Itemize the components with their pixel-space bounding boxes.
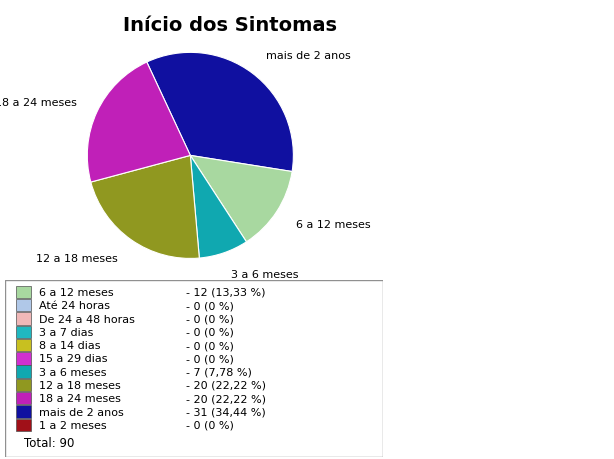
Wedge shape bbox=[190, 156, 292, 242]
Text: - 20 (22,22 %): - 20 (22,22 %) bbox=[186, 380, 266, 390]
FancyBboxPatch shape bbox=[5, 280, 383, 457]
Bar bbox=[16, 353, 31, 365]
Text: 18 a 24 meses: 18 a 24 meses bbox=[39, 393, 121, 403]
Text: - 0 (0 %): - 0 (0 %) bbox=[186, 301, 234, 311]
Text: - 0 (0 %): - 0 (0 %) bbox=[186, 353, 234, 364]
Bar bbox=[16, 419, 31, 431]
Bar bbox=[16, 392, 31, 404]
Text: mais de 2 anos: mais de 2 anos bbox=[266, 51, 351, 61]
Text: 6 a 12 meses: 6 a 12 meses bbox=[296, 219, 370, 230]
Wedge shape bbox=[87, 63, 190, 183]
Text: 15 a 29 dias: 15 a 29 dias bbox=[39, 353, 107, 364]
Text: 3 a 7 dias: 3 a 7 dias bbox=[39, 327, 93, 337]
Wedge shape bbox=[190, 156, 246, 258]
Text: - 31 (34,44 %): - 31 (34,44 %) bbox=[186, 407, 266, 417]
Wedge shape bbox=[147, 53, 293, 172]
Text: - 20 (22,22 %): - 20 (22,22 %) bbox=[186, 393, 266, 403]
Text: - 0 (0 %): - 0 (0 %) bbox=[186, 327, 234, 337]
Text: 3 a 6 meses: 3 a 6 meses bbox=[39, 367, 106, 377]
Text: 18 a 24 meses: 18 a 24 meses bbox=[0, 98, 76, 108]
Text: - 0 (0 %): - 0 (0 %) bbox=[186, 314, 234, 324]
Bar bbox=[16, 299, 31, 312]
Wedge shape bbox=[91, 156, 200, 259]
Text: - 0 (0 %): - 0 (0 %) bbox=[186, 341, 234, 350]
Bar bbox=[16, 379, 31, 392]
Text: - 12 (13,33 %): - 12 (13,33 %) bbox=[186, 287, 266, 297]
Bar bbox=[16, 326, 31, 338]
Bar bbox=[16, 313, 31, 325]
Text: 6 a 12 meses: 6 a 12 meses bbox=[39, 287, 114, 297]
Text: Início dos Sintomas: Início dos Sintomas bbox=[123, 16, 337, 35]
Bar bbox=[16, 339, 31, 352]
Bar bbox=[16, 286, 31, 298]
Text: mais de 2 anos: mais de 2 anos bbox=[39, 407, 123, 417]
Bar bbox=[16, 366, 31, 378]
Text: Total: 90: Total: 90 bbox=[24, 436, 74, 449]
Text: Até 24 horas: Até 24 horas bbox=[39, 301, 110, 311]
Text: 8 a 14 dias: 8 a 14 dias bbox=[39, 341, 101, 350]
Text: 1 a 2 meses: 1 a 2 meses bbox=[39, 420, 106, 430]
Text: De 24 a 48 horas: De 24 a 48 horas bbox=[39, 314, 134, 324]
Text: 12 a 18 meses: 12 a 18 meses bbox=[36, 254, 119, 264]
Text: 3 a 6 meses: 3 a 6 meses bbox=[231, 270, 299, 280]
Text: - 0 (0 %): - 0 (0 %) bbox=[186, 420, 234, 430]
Bar bbox=[16, 405, 31, 418]
Text: 12 a 18 meses: 12 a 18 meses bbox=[39, 380, 120, 390]
Text: - 7 (7,78 %): - 7 (7,78 %) bbox=[186, 367, 252, 377]
